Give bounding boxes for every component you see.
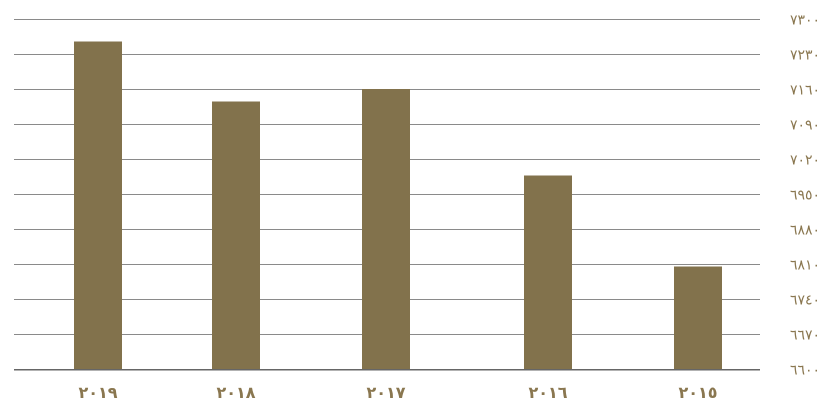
- x-tick-label: ٢٠١٧: [366, 383, 405, 402]
- x-tick-label: ٢٠١٨: [216, 383, 255, 402]
- y-tick-label: ٦٩٥٠: [790, 188, 820, 204]
- y-tick-label: ٧١٦٠: [790, 83, 820, 99]
- bar: [674, 266, 722, 369]
- y-tick-label: ٧٠٩٠: [790, 118, 820, 134]
- y-tick-label: ٦٧٤٠: [790, 293, 820, 309]
- y-tick-label: ٦٨١٠: [790, 258, 820, 274]
- x-tick-label: ٢٠١٦: [528, 383, 567, 402]
- bar: [74, 41, 122, 369]
- bar: [524, 175, 572, 369]
- x-tick-label: ٢٠١٥: [678, 383, 717, 402]
- y-tick-label: ٦٦٠٠: [790, 363, 820, 379]
- y-tick-label: ٧٢٣٠: [790, 48, 820, 64]
- bar: [362, 89, 410, 369]
- x-axis-ticks: ٢٠١٩ ٢٠١٨ ٢٠١٧ ٢٠١٦ ٢٠١٥: [78, 383, 717, 402]
- y-tick-label: ٧٠٢٠: [790, 153, 820, 169]
- bars: [74, 41, 722, 369]
- y-axis-ticks: ٧٣٠٠ ٧٢٣٠ ٧١٦٠ ٧٠٩٠ ٧٠٢٠ ٦٩٥٠ ٦٨٨٠ ٦٨١٠ ٦٧٤٠ ٦٦٧٠…: [790, 13, 820, 379]
- y-tick-label: ٧٣٠٠: [790, 13, 820, 29]
- bar: [212, 101, 260, 369]
- x-tick-label: ٢٠١٩: [78, 383, 117, 402]
- y-tick-label: ٦٨٨٠: [790, 223, 820, 239]
- y-tick-label: ٦٦٧٠: [790, 328, 820, 344]
